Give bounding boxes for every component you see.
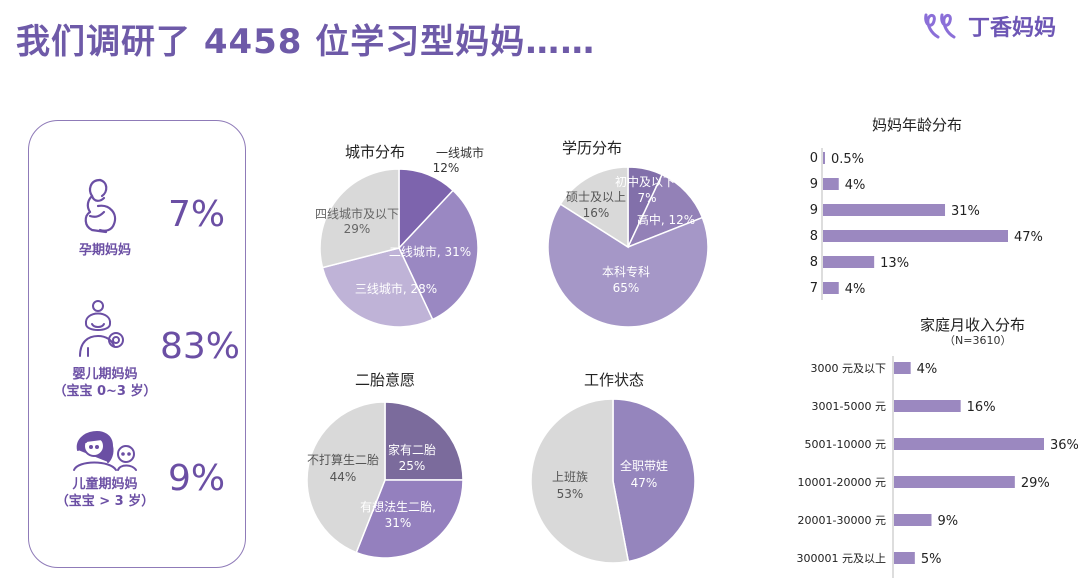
income-category-label: 5001-10000 元 xyxy=(805,438,886,451)
logo-icon xyxy=(924,13,956,39)
mom-type-panel xyxy=(28,120,246,568)
work-chart-title: 工作状态 xyxy=(584,371,645,389)
work-slice-value: 47% xyxy=(631,476,658,490)
city-slice-label: 一线城市 xyxy=(436,145,484,160)
age-bar xyxy=(823,282,839,294)
age-category-label: 9 xyxy=(810,203,818,218)
pregnant-mom-pct: 7% xyxy=(168,194,226,235)
edu-chart-title: 学历分布 xyxy=(562,139,623,157)
age-bar xyxy=(823,256,875,268)
city-pie-slice xyxy=(398,189,479,321)
city-slice-label: 二线城市, 31% xyxy=(389,244,471,259)
age-value-label: 0.5% xyxy=(831,152,864,167)
edu-pie-slice xyxy=(559,166,629,249)
second-slice-value: 44% xyxy=(330,470,357,484)
age-bar xyxy=(823,152,825,164)
income-chart-subtitle: （N=3610） xyxy=(944,334,1012,347)
age-bar xyxy=(823,178,839,190)
income-bar xyxy=(894,514,932,526)
city-slice-label: 四线城市及以下 xyxy=(315,206,399,221)
edu-slice-value: 65% xyxy=(613,281,640,295)
second-child-chart-title: 二胎意愿 xyxy=(355,371,416,389)
income-category-label: 20001-30000 元 xyxy=(798,514,886,527)
age-category-label: 0 xyxy=(810,151,818,166)
child-mom-pct: 9% xyxy=(168,458,226,499)
age-category-label: 9 xyxy=(810,177,818,192)
work-slice-label: 上班族 xyxy=(552,470,588,484)
income-bar xyxy=(894,438,1044,450)
income-value-label: 36% xyxy=(1050,438,1078,453)
second-slice-label: 家有二胎 xyxy=(388,442,436,457)
age-bar xyxy=(823,230,1008,242)
age-category-label: 8 xyxy=(810,229,818,244)
city-pie-slice xyxy=(321,247,434,328)
income-category-label: 3001-5000 元 xyxy=(812,400,886,413)
logo-text: 丁香妈妈 xyxy=(967,16,1056,41)
income-value-label: 5% xyxy=(921,552,942,567)
work-slice-label: 全职带娃 xyxy=(620,458,668,473)
infant-mom-label: 婴儿期妈妈 xyxy=(72,367,138,382)
pregnant-mom-icon xyxy=(84,178,117,234)
edu-slice-label: 本科专科 xyxy=(602,264,650,279)
second-slice-label: 不打算生二胎 xyxy=(307,452,379,467)
second-pie-slice xyxy=(355,479,464,559)
brand-logo: 丁香妈妈 xyxy=(922,8,1056,44)
income-category-label: 10001-20000 元 xyxy=(798,476,886,489)
age-value-label: 47% xyxy=(1014,230,1043,245)
edu-pie-slice xyxy=(547,203,709,328)
work-pie-slice xyxy=(530,398,630,564)
income-value-label: 9% xyxy=(938,514,959,529)
income-bar xyxy=(894,552,915,564)
income-chart-title: 家庭月收入分布 xyxy=(920,316,1026,334)
income-bar xyxy=(894,362,911,374)
income-bar xyxy=(894,476,1015,488)
city-slice-value: 29% xyxy=(344,222,371,236)
income-value-label: 29% xyxy=(1021,476,1050,491)
city-pie-slice xyxy=(319,168,400,269)
second-pie-slice xyxy=(384,401,464,481)
income-category-label: 3000 元及以下 xyxy=(811,362,887,375)
age-value-label: 4% xyxy=(845,178,866,193)
work-slice-value: 53% xyxy=(557,487,584,501)
infant-mom-icon xyxy=(79,300,124,357)
edu-slice-label: 高中, 12% xyxy=(637,212,695,227)
age-category-label: 8 xyxy=(810,255,818,270)
edu-pie-slice xyxy=(626,173,704,249)
edu-slice-value: 16% xyxy=(583,206,610,220)
city-slice-value: 12% xyxy=(433,161,460,175)
age-value-label: 31% xyxy=(951,204,980,219)
edu-slice-value: 7% xyxy=(637,191,656,205)
second-slice-value: 31% xyxy=(385,516,412,530)
age-chart-title: 妈妈年龄分布 xyxy=(872,116,963,134)
income-bar xyxy=(894,400,961,412)
city-chart-title: 城市分布 xyxy=(345,143,406,161)
infant-mom-sublabel: （宝宝 0~3 岁） xyxy=(53,384,157,399)
work-pie-slice xyxy=(612,398,696,563)
pregnant-mom-label: 孕期妈妈 xyxy=(78,243,131,258)
second-slice-value: 25% xyxy=(399,459,426,473)
income-category-label: 300001 元及以上 xyxy=(797,552,887,565)
second-pie-slice xyxy=(306,401,386,554)
child-mom-label: 儿童期妈妈 xyxy=(72,477,138,492)
infant-mom-pct: 83% xyxy=(160,326,241,367)
income-value-label: 4% xyxy=(917,362,938,377)
child-mom-sublabel: （宝宝 > 3 岁） xyxy=(55,494,155,509)
city-slice-label: 三线城市, 28% xyxy=(355,281,437,296)
age-value-label: 4% xyxy=(845,282,866,297)
city-pie-slice xyxy=(398,168,455,250)
edu-slice-label: 硕士及以上 xyxy=(566,190,626,204)
page-title: 我们调研了 4458 位学习型妈妈…… xyxy=(16,22,596,62)
age-value-label: 13% xyxy=(880,256,909,271)
child-mom-icon xyxy=(73,431,137,471)
age-bar xyxy=(823,204,946,216)
second-slice-label: 有想法生二胎, xyxy=(360,499,436,514)
age-category-label: 7 xyxy=(810,281,818,296)
income-value-label: 16% xyxy=(967,400,996,415)
edu-slice-label: 初中及以下 xyxy=(615,174,675,189)
